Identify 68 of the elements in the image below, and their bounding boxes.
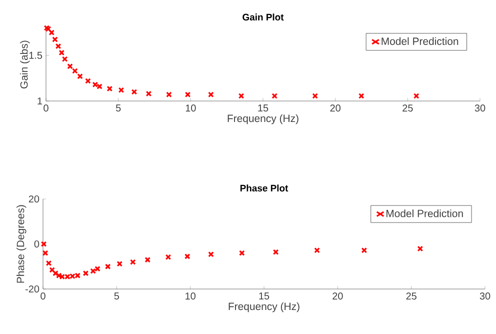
point [118,87,124,93]
point [40,241,47,247]
x-tick-label: 0 [44,104,48,112]
x-tick-label: 25 [402,104,413,112]
x-tick-label: 30 [480,292,490,300]
point [56,272,62,278]
point [184,92,191,98]
point [92,82,98,88]
point [314,247,320,254]
x-axis-title: Frequency (Hz) [228,302,300,312]
point [58,50,65,56]
point [413,93,420,99]
y-tick-label: 0 [34,240,40,248]
point [208,251,214,258]
point [72,68,78,74]
point [52,36,58,42]
point [55,43,62,50]
point [272,249,279,256]
y-axis-title: Gain (abs) [20,40,30,88]
x-tick-label: 10 [186,104,196,112]
point [67,63,73,70]
point [82,270,89,276]
point [130,259,136,265]
point [90,268,96,274]
point [361,247,368,254]
point [312,93,318,99]
x-tick-label: 15 [259,292,270,300]
point [165,254,172,260]
point [358,93,364,99]
point [144,256,151,263]
point [208,92,214,98]
y-tick-label: 1.5 [29,52,42,59]
point [48,30,55,36]
point [184,253,190,260]
legend-label: Model Prediction [386,209,463,218]
point [238,93,244,99]
point [104,264,111,270]
point [106,86,113,92]
point [131,88,138,95]
point [417,246,424,252]
x-tick-label: 25 [406,292,416,300]
y-tick-label: 1 [38,98,42,104]
point [166,92,172,98]
y-tick-label: -20 [26,285,40,293]
point [238,250,245,256]
point [49,266,56,273]
legend-label: Model Prediction [382,37,458,45]
y-axis-title: Phase (Degrees) [16,205,26,283]
x-tick-label: 5 [114,292,120,300]
point [272,93,278,99]
point [77,73,83,80]
point [62,56,68,62]
x-tick-label: 20 [330,104,340,112]
point [146,90,152,97]
x-tick-label: 10 [186,292,196,300]
point [42,250,48,256]
point [85,78,91,84]
chart-title: Phase Plot [240,184,288,192]
x-tick-label: 20 [332,292,343,300]
x-tick-label: 30 [474,104,486,112]
chart-title: Gain Plot [242,14,284,20]
x-axis-title: Frequency (Hz) [228,114,298,124]
point [46,260,52,266]
point [52,270,58,276]
point [116,260,123,267]
y-tick-label: 20 [28,195,40,203]
x-tick-label: 15 [258,104,268,112]
x-tick-label: 5 [116,104,121,112]
